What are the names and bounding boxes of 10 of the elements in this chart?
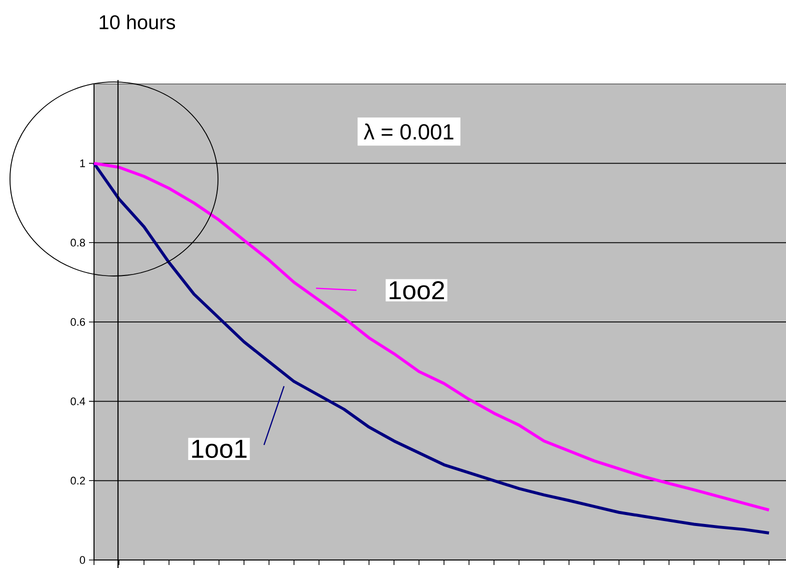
text: 1oo1 bbox=[192, 440, 247, 458]
y-tick-label: 0.6 bbox=[70, 318, 86, 326]
y-tick-label: 0.8 bbox=[70, 238, 86, 247]
annotation: λ = 0.001 bbox=[364, 124, 454, 140]
y-tick-label: 1 bbox=[80, 160, 85, 168]
y-tick-label: 0.2 bbox=[70, 476, 85, 485]
text: 10 hours bbox=[100, 14, 176, 30]
legend-label: 1oo2 bbox=[390, 281, 444, 300]
y-tick-label: 0 bbox=[80, 556, 86, 564]
y-tick-label: 0.4 bbox=[70, 397, 86, 406]
